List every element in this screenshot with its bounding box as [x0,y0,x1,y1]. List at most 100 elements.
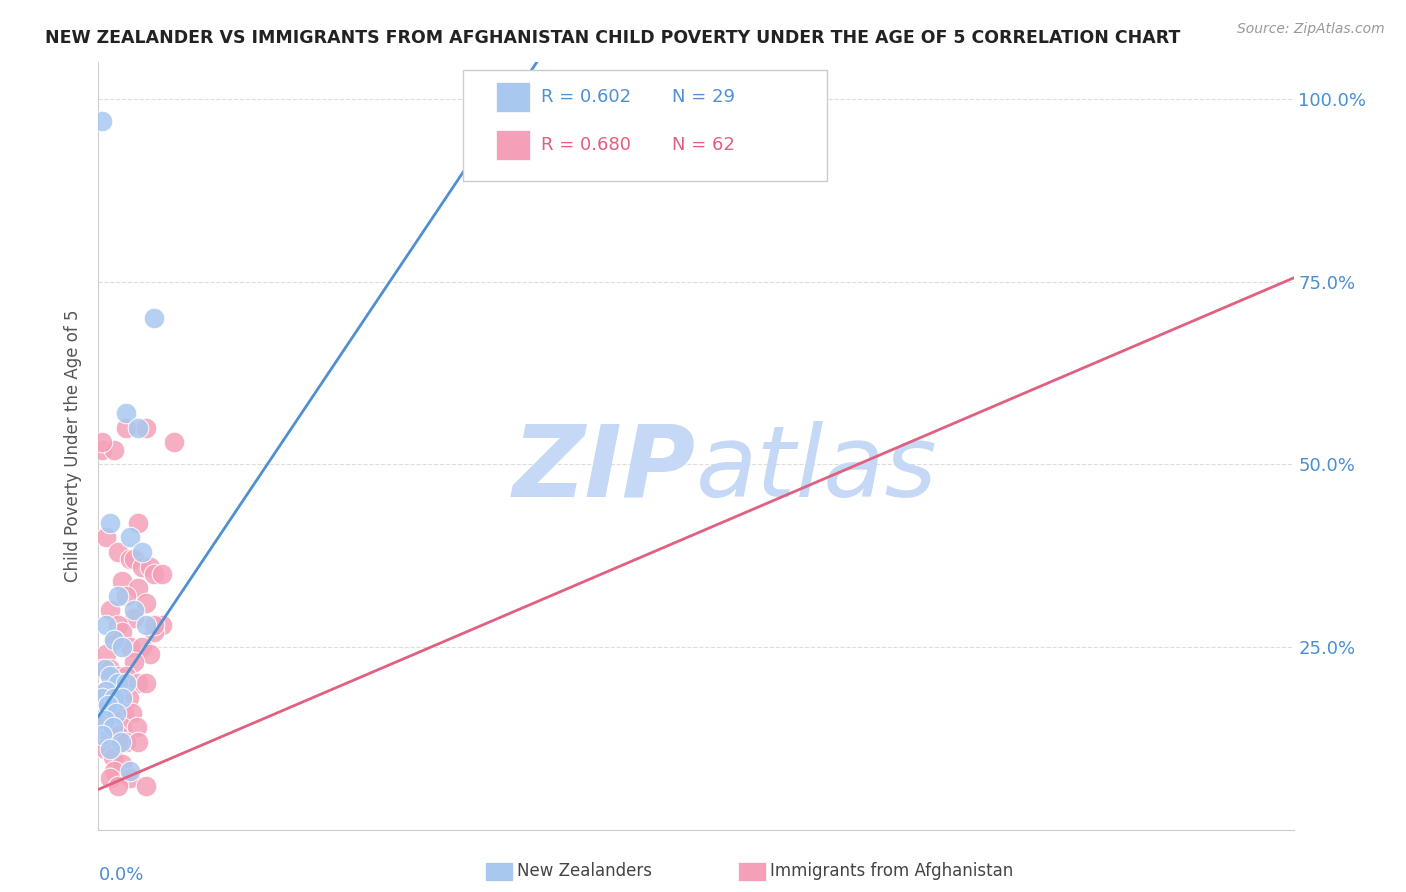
FancyBboxPatch shape [463,70,827,181]
Point [98,772,122,786]
Point [94,713,117,727]
Point [115,669,138,683]
Point [98,742,122,756]
Point [111,625,134,640]
Point [115,421,138,435]
Point [112,706,135,720]
Point [98,728,122,742]
Point [127,735,149,749]
Point [96,683,118,698]
Point [120,530,142,544]
Point [98,603,122,617]
Point [120,764,142,778]
Point [131,545,153,559]
Point [125,720,148,734]
Point [115,406,138,420]
Y-axis label: Child Poverty Under the Age of 5: Child Poverty Under the Age of 5 [65,310,83,582]
Point [143,311,166,326]
Point [150,566,173,581]
Point [150,618,173,632]
Point [103,442,125,457]
Point [91,442,114,457]
Point [127,582,149,596]
Point [124,552,146,566]
Point [115,735,138,749]
Point [118,691,141,706]
Point [111,574,134,589]
Point [104,698,127,713]
Text: NEW ZEALANDER VS IMMIGRANTS FROM AFGHANISTAN CHILD POVERTY UNDER THE AGE OF 5 CO: NEW ZEALANDER VS IMMIGRANTS FROM AFGHANI… [45,29,1180,47]
Point [94,742,117,756]
Point [97,698,120,713]
Text: atlas: atlas [696,420,938,517]
Text: N = 29: N = 29 [672,88,735,106]
Point [127,516,149,530]
Point [124,603,146,617]
Point [98,516,122,530]
Text: 0.0%: 0.0% [98,866,143,884]
Point [135,676,157,690]
Text: Immigrants from Afghanistan: Immigrants from Afghanistan [770,863,1014,880]
Point [101,749,124,764]
Point [120,552,142,566]
Text: Source: ZipAtlas.com: Source: ZipAtlas.com [1237,22,1385,37]
Point [91,662,114,676]
Point [121,706,143,720]
Point [98,662,122,676]
Point [91,728,114,742]
Point [120,772,142,786]
Text: R = 0.680: R = 0.680 [541,136,631,154]
Point [110,691,132,706]
Point [101,683,124,698]
Point [143,625,166,640]
FancyBboxPatch shape [496,129,530,161]
Text: New Zealanders: New Zealanders [517,863,652,880]
Point [91,114,114,128]
Point [135,421,157,435]
Point [115,589,138,603]
Point [115,676,138,690]
Point [143,566,166,581]
Point [111,691,134,706]
Point [139,647,162,661]
Point [107,779,129,793]
Point [103,713,125,727]
Point [131,559,153,574]
Point [110,735,132,749]
Point [139,559,162,574]
Point [94,662,117,676]
Point [120,640,142,654]
Point [103,764,125,778]
Text: R = 0.602: R = 0.602 [541,88,631,106]
Point [135,779,157,793]
Point [96,647,118,661]
Point [143,618,166,632]
Point [163,435,186,450]
Point [91,435,114,450]
Point [96,618,118,632]
Point [96,713,118,727]
Point [135,596,157,610]
Point [91,691,114,706]
Point [98,669,122,683]
Point [124,610,146,624]
Point [111,720,134,734]
Point [107,618,129,632]
FancyBboxPatch shape [496,81,530,112]
Point [135,618,157,632]
Point [103,691,125,706]
Point [111,640,134,654]
Point [107,728,129,742]
Point [131,640,153,654]
Point [107,669,129,683]
Point [107,545,129,559]
Point [127,676,149,690]
Text: N = 62: N = 62 [672,136,735,154]
Point [124,655,146,669]
Point [101,720,124,734]
Point [97,698,120,713]
Point [103,632,125,647]
Point [107,676,129,690]
Point [94,683,117,698]
Point [111,756,134,771]
